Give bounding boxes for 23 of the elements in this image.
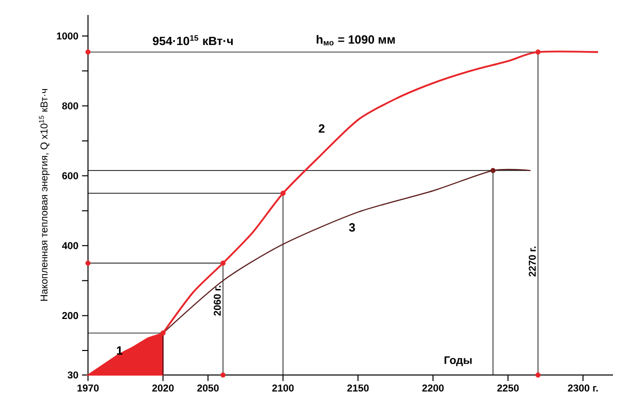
x-axis-title: Годы bbox=[444, 356, 472, 366]
y-axis-title: Накопленная тепловая энергия, Q x10$^{15}$ кВт·ч bbox=[39, 89, 50, 301]
annotation: h$_{мо}$ = 1090 мм bbox=[316, 34, 395, 46]
y-tick-label: 400 bbox=[62, 242, 78, 250]
y-tick-label: 600 bbox=[62, 172, 78, 180]
annotation: 3 bbox=[349, 223, 355, 232]
annotation: 2060 г. bbox=[214, 286, 221, 316]
annotation: 2 bbox=[318, 124, 324, 133]
x-tick-label: 2050 bbox=[197, 384, 219, 392]
y-tick-label: 200 bbox=[62, 312, 78, 320]
y-tick-label: 30 bbox=[68, 371, 78, 379]
annotation: 2270 г. bbox=[528, 246, 536, 276]
x-tick-label: 2020 bbox=[152, 384, 174, 392]
annotation: 954·10$^{15}$ кВт·ч bbox=[152, 35, 233, 46]
annotation: 1 bbox=[116, 346, 122, 355]
x-tick-label: 2150 bbox=[347, 384, 369, 392]
y-tick-label: 1000 bbox=[56, 32, 78, 40]
x-tick-label: 2100 bbox=[272, 384, 294, 392]
x-tick-label: 2250 bbox=[497, 384, 519, 392]
x-tick-label: 1970 bbox=[78, 384, 99, 392]
x-tick-label: 2300 г. bbox=[568, 384, 598, 392]
x-tick-label: 2200 bbox=[422, 384, 444, 392]
y-tick-label: 800 bbox=[62, 102, 78, 110]
